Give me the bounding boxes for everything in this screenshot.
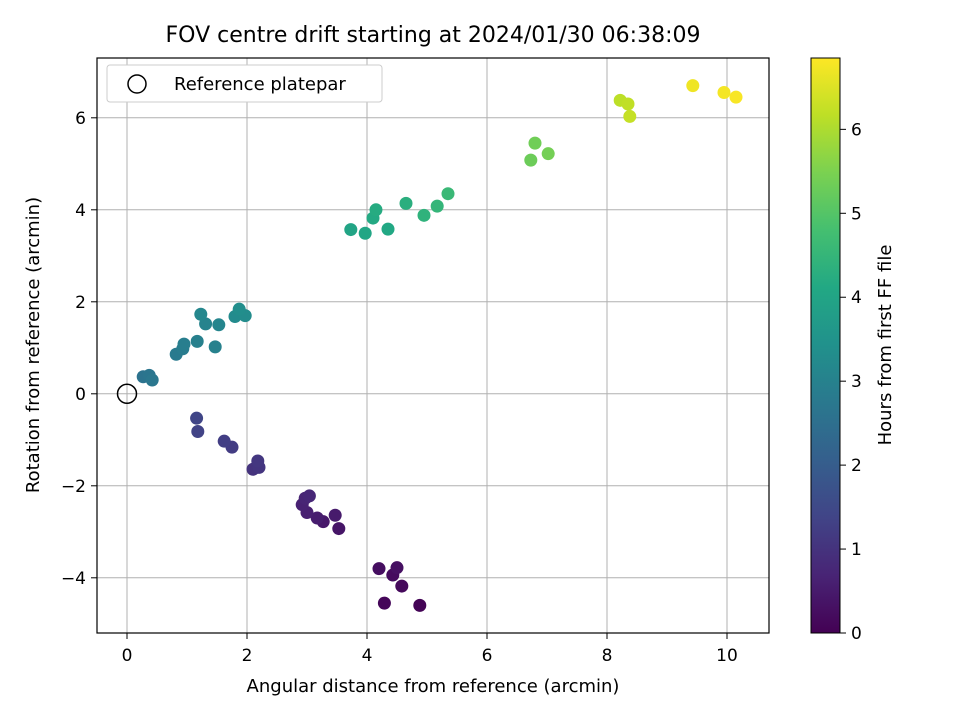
x-tick-label: 6 xyxy=(482,646,493,666)
chart-title: FOV centre drift starting at 2024/01/30 … xyxy=(166,23,701,48)
x-tick-label: 0 xyxy=(122,646,133,666)
scatter-point xyxy=(381,222,395,236)
plot-frame xyxy=(96,57,770,634)
scatter-point xyxy=(302,489,316,503)
scatter-point xyxy=(623,109,637,123)
x-tick-label: 2 xyxy=(242,646,253,666)
scatter-point xyxy=(413,598,427,612)
scatter-point xyxy=(332,522,346,536)
colorbar-tick-label: 0 xyxy=(851,624,862,644)
y-tick-label: −4 xyxy=(61,569,86,589)
colorbar-tick-label: 3 xyxy=(851,372,862,392)
scatter-point xyxy=(177,337,191,351)
scatter-point xyxy=(194,307,208,321)
colorbar: 0 1 2 3 4 5 6 Hours from first FF file xyxy=(810,57,896,644)
legend-box xyxy=(106,64,383,103)
scatter-point xyxy=(190,411,204,425)
reference-platepar-marker xyxy=(116,383,138,405)
scatter-point xyxy=(344,223,358,237)
scatter-point xyxy=(541,147,555,161)
legend: Reference platepar xyxy=(106,64,383,103)
scatter-point xyxy=(369,203,383,217)
colorbar-gradient xyxy=(810,57,841,634)
colorbar-tick-label: 4 xyxy=(851,288,862,308)
scatter-point xyxy=(417,208,431,222)
colorbar-tick-label: 2 xyxy=(851,456,862,476)
scatter-point xyxy=(399,196,413,210)
scatter-point xyxy=(686,79,700,93)
x-tick-label: 4 xyxy=(362,646,373,666)
colorbar-tick-label: 6 xyxy=(851,120,862,140)
scatter-point xyxy=(328,508,342,522)
colorbar-tick-label: 5 xyxy=(851,204,862,224)
grid-layer xyxy=(97,58,769,633)
scatter-point xyxy=(729,90,743,104)
y-tick-label: 6 xyxy=(75,109,86,129)
scatter-point xyxy=(251,454,265,468)
scatter-point xyxy=(191,425,205,439)
scatter-point xyxy=(310,511,324,525)
scatter-point xyxy=(621,97,635,111)
scatter-point xyxy=(390,561,404,575)
legend-entry-label: Reference platepar xyxy=(174,74,346,95)
scatter-point xyxy=(717,86,731,99)
scatter-point xyxy=(524,153,538,167)
scatter-point xyxy=(372,562,386,576)
scatter-point xyxy=(395,579,409,593)
colorbar-label: Hours from first FF file xyxy=(875,245,896,446)
scatter-point xyxy=(145,373,159,387)
scatter-point xyxy=(358,226,372,240)
scatter-point xyxy=(430,199,444,213)
scatter-point xyxy=(441,187,455,201)
scatter-point xyxy=(528,136,542,150)
y-tick-label: 4 xyxy=(75,201,86,221)
y-tick-label: 2 xyxy=(75,293,86,313)
scatter-point xyxy=(208,340,222,354)
scatter-point xyxy=(199,317,213,331)
x-tick-label: 10 xyxy=(716,646,738,666)
points-layer xyxy=(116,79,743,612)
y-tick-label: −2 xyxy=(61,477,86,497)
legend-marker-open-circle xyxy=(127,74,147,94)
ticks-layer: 0 2 4 6 8 10 −4 −2 0 2 4 6 xyxy=(61,109,738,666)
x-tick-label: 8 xyxy=(602,646,613,666)
y-tick-label: 0 xyxy=(75,385,86,405)
scatter-point xyxy=(212,318,226,332)
x-axis-label: Angular distance from reference (arcmin) xyxy=(247,676,620,697)
scatter-point xyxy=(190,334,204,348)
scatter-point xyxy=(232,302,246,316)
colorbar-ticks: 0 1 2 3 4 5 6 xyxy=(840,120,862,644)
y-axis-label: Rotation from reference (arcmin) xyxy=(23,197,44,493)
scatter-point xyxy=(217,434,231,448)
scatter-point xyxy=(377,596,391,610)
colorbar-tick-label: 1 xyxy=(851,540,862,560)
